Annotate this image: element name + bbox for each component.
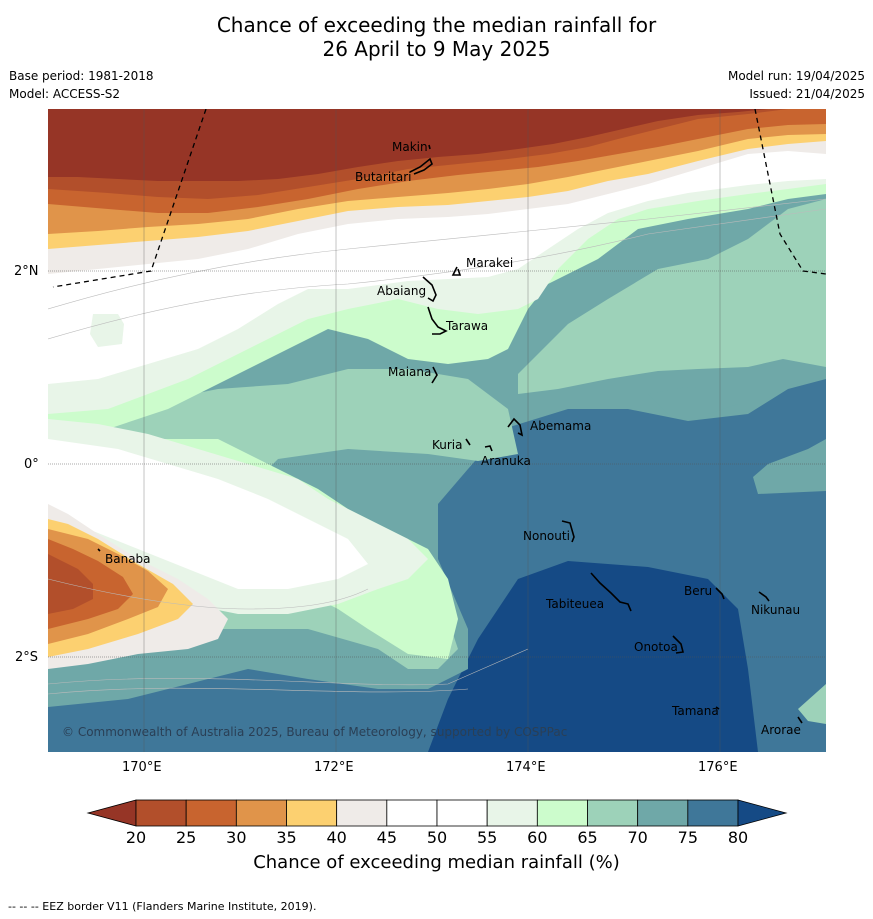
place-aranuka: Aranuka [481, 454, 531, 468]
place-onotoa: Onotoa [634, 640, 678, 654]
place-abemama: Abemama [530, 419, 591, 433]
eez-border-legend: -- -- -- EEZ border V11 (Flanders Marine… [8, 900, 317, 913]
colorbar-tick-label: 25 [175, 828, 197, 847]
model-run: Model run: 19/04/2025 [727, 69, 865, 83]
band-65-70-patch [798, 684, 826, 724]
band-70-75-patch [648, 387, 738, 414]
place-beru: Beru [684, 584, 712, 598]
model-name: Model: ACCESS-S2 [9, 87, 121, 101]
colorbar-tick-label: 80 [727, 828, 749, 847]
rainfall-map: Makin Butaritari Marakei Abaiang Tarawa … [48, 109, 826, 752]
place-marakei: Marakei [466, 256, 513, 270]
colorbar-cell [436, 799, 488, 827]
colorbar-tick-label: 45 [376, 828, 397, 847]
band-55-60-patch [90, 314, 124, 347]
place-kuria: Kuria [432, 438, 463, 452]
colorbar-tick-label: 60 [527, 828, 548, 847]
colorbar-tick-label: 65 [577, 828, 598, 847]
place-tamana: Tamana [671, 704, 719, 718]
colorbar-tick-label: 20 [125, 828, 147, 847]
colorbar-over-triangle [737, 799, 788, 827]
colorbar-tick-label: 30 [226, 828, 247, 847]
place-tabiteuea: Tabiteuea [545, 597, 604, 611]
lon-label-174e: 174°E [506, 760, 546, 775]
colorbar-cell [587, 799, 639, 827]
lon-label-176e: 176°E [698, 760, 738, 775]
colorbar-cell [687, 799, 739, 827]
colorbar-cell [536, 799, 588, 827]
place-tarawa: Tarawa [445, 319, 488, 333]
colorbar-tick-label: 35 [276, 828, 297, 847]
band-under-20 [48, 109, 768, 181]
copyright-notice: © Commonwealth of Australia 2025, Bureau… [62, 725, 567, 739]
colorbar-tick-label: 75 [677, 828, 698, 847]
colorbar-cell [235, 799, 287, 827]
issued-date: Issued: 21/04/2025 [749, 87, 865, 101]
colorbar-cell [486, 799, 538, 827]
colorbar-under-triangle [86, 799, 137, 827]
base-period: Base period: 1981-2018 [9, 69, 154, 83]
map-title-line1: Chance of exceeding the median rainfall … [216, 13, 657, 37]
place-abaiang: Abaiang [377, 284, 426, 298]
place-makin: Makin [392, 140, 428, 154]
place-banaba: Banaba [105, 552, 151, 566]
lat-label-2n: 2°N [14, 264, 39, 279]
lat-label-0: 0° [24, 457, 39, 472]
lon-label-172e: 172°E [314, 760, 354, 775]
colorbar-cell [336, 799, 388, 827]
place-butaritari: Butaritari [355, 170, 412, 184]
lon-label-170e: 170°E [122, 760, 162, 775]
band-40-45 [48, 109, 826, 669]
colorbar-cell [637, 799, 689, 827]
colorbar-label: Chance of exceeding median rainfall (%) [253, 852, 620, 873]
colorbar-cell [185, 799, 237, 827]
colorbar-tick-label: 50 [426, 828, 448, 847]
place-maiana: Maiana [388, 365, 431, 379]
colorbar-cell [386, 799, 438, 827]
islands [97, 144, 803, 724]
colorbar-tick-label: 70 [627, 828, 648, 847]
eez-border [52, 109, 826, 288]
colorbar-tick-label: 40 [326, 828, 347, 847]
colorbar [86, 799, 788, 827]
colorbar-tick-label: 55 [476, 828, 498, 847]
colorbar-cell [286, 799, 338, 827]
colorbar-cell [135, 799, 187, 827]
place-nikunau: Nikunau [751, 603, 800, 617]
place-arorae: Arorae [761, 723, 801, 737]
lat-label-2s: 2°S [15, 650, 39, 665]
place-nonouti: Nonouti [523, 529, 570, 543]
map-title-line2: 26 April to 9 May 2025 [322, 37, 551, 61]
